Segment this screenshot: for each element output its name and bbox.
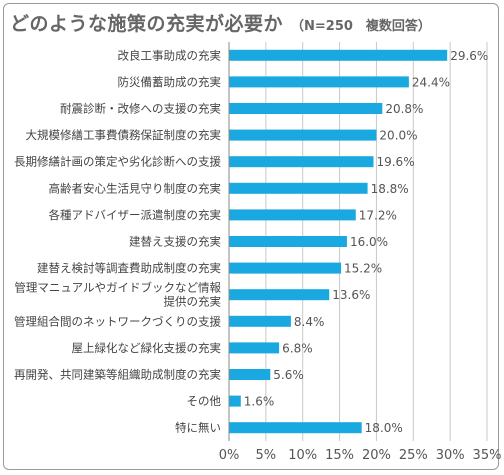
chart-title-block: どのような施策の充実が必要か （N=250 複数回答） [10, 9, 431, 36]
data-label: 8.4% [294, 315, 325, 329]
data-label: 16.0% [350, 235, 388, 249]
category-label: 高齢者安心生活見守り制度の充実 [49, 181, 222, 195]
x-tick-label: 25% [399, 448, 428, 463]
category-label: 再開発、共同建築等組織助成制度の充実 [14, 368, 221, 382]
category-label: 大規模修繕工事費債務保証制度の充実 [26, 128, 222, 142]
chart-title: どのような施策の充実が必要か [10, 13, 284, 35]
bar [229, 76, 409, 88]
bar [229, 395, 241, 407]
category-label: その他 [187, 394, 222, 408]
bar [229, 103, 383, 114]
data-label: 24.4% [412, 75, 450, 89]
x-tick-label: 20% [362, 448, 391, 463]
x-tick-label: 35% [473, 448, 502, 463]
category-label: 耐震診断・改修への支援の充実 [60, 102, 221, 116]
bar [229, 315, 291, 327]
chart-subtitle: （N=250 複数回答） [291, 19, 431, 34]
category-label: 管理組合間のネットワークづくりの支援 [14, 314, 221, 328]
category-label: 改良工事助成の充実 [118, 48, 222, 62]
bar [229, 369, 271, 380]
data-label: 20.8% [385, 102, 423, 116]
category-label: 提供の充実 [164, 295, 222, 309]
bar [229, 342, 280, 354]
data-label: 19.6% [376, 155, 414, 169]
bar [229, 156, 374, 168]
bar [229, 262, 342, 274]
value-labels: 29.6%24.4% 20.8% 20.0% 19.6% 18.8% 17.2% 16.0%… [244, 49, 489, 435]
category-label: 長期修繕計画の策定や劣化診断への支援 [14, 155, 221, 169]
data-label: 29.6% [450, 49, 488, 63]
category-label: 建替え検討等調査費助成制度の充実 [37, 261, 221, 275]
category-label: 屋上緑化など緑化支援の充実 [72, 341, 222, 355]
category-labels: 改良工事助成の充実防災備蓄助成の充実耐震診断・改修への支援の充実大規模修繕工事費… [14, 48, 221, 434]
bar [229, 49, 448, 61]
x-tick-label: 30% [436, 448, 465, 463]
data-label: 18.0% [365, 421, 403, 435]
category-label: 管理マニュアルやガイドブックなど情報 [14, 281, 221, 295]
x-tick-labels: 0% 5% 10% 15% 20% 25% 30% 35% [219, 448, 502, 463]
bar [229, 236, 347, 247]
bar [229, 289, 330, 301]
data-label: 13.6% [332, 288, 370, 302]
x-tick-label: 0% [219, 448, 240, 463]
x-tick-label: 5% [256, 448, 277, 463]
bar [229, 209, 356, 221]
category-label: 建替え支援の充実 [129, 235, 221, 249]
bar [229, 129, 377, 141]
data-label: 17.2% [359, 208, 397, 222]
category-label: 防災備蓄助成の充実 [118, 75, 222, 89]
data-label: 1.6% [244, 395, 275, 409]
data-label: 5.6% [273, 368, 304, 382]
category-label: 各種アドバイザー派遣制度の充実 [49, 208, 222, 222]
x-tick-label: 10% [288, 448, 317, 463]
data-label: 20.0% [379, 129, 417, 143]
data-label: 6.8% [282, 341, 313, 355]
data-label: 15.2% [344, 262, 382, 276]
bars [229, 49, 448, 434]
data-label: 18.8% [371, 182, 409, 196]
bar [229, 422, 362, 434]
x-tick-label: 15% [325, 448, 354, 463]
category-label: 特に無い [175, 421, 221, 435]
bar [229, 182, 368, 194]
